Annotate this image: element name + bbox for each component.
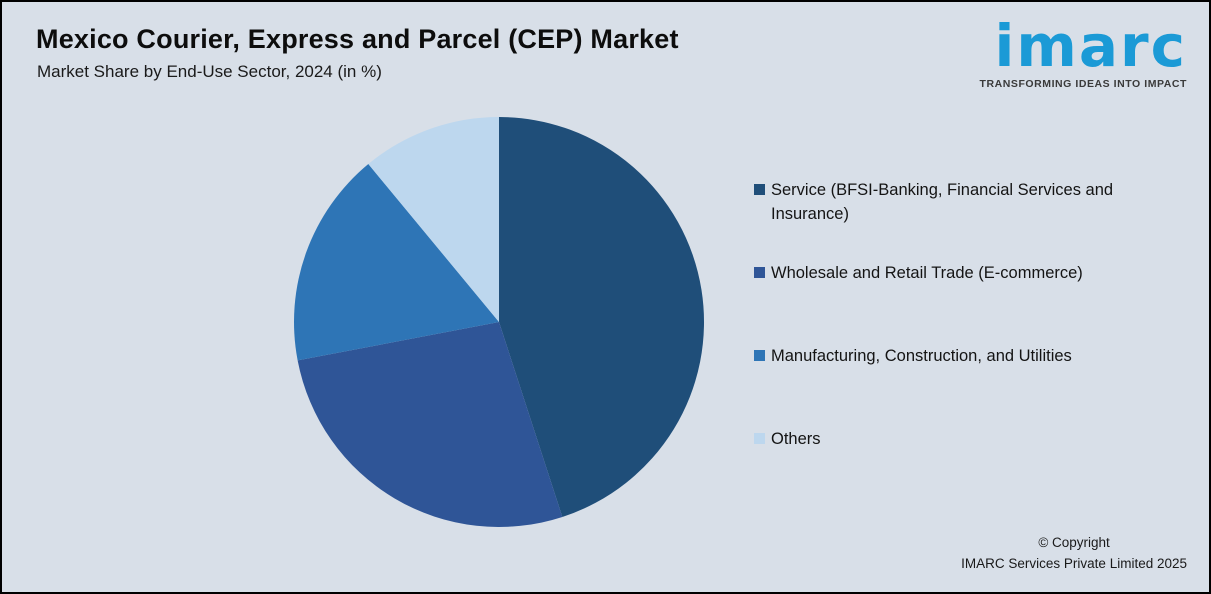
legend-label: Manufacturing, Construction, and Utiliti…: [771, 347, 1072, 365]
pie-chart: [293, 117, 705, 528]
copyright-line2: IMARC Services Private Limited 2025: [961, 556, 1187, 571]
pie-slice-2: [293, 164, 499, 361]
legend-item-1: Wholesale and Retail Trade (E-commerce): [754, 261, 1083, 285]
pie-chart-container: [289, 112, 709, 532]
copyright-notice: © Copyright IMARC Services Private Limit…: [961, 532, 1187, 574]
legend-marker-icon: [754, 433, 765, 444]
imarc-logo: imarc: [994, 12, 1187, 80]
legend-label: Service (BFSI-Banking, Financial Service…: [771, 181, 1114, 223]
legend-label: Wholesale and Retail Trade (E-commerce): [771, 264, 1083, 282]
page-subtitle: Market Share by End-Use Sector, 2024 (in…: [37, 62, 382, 81]
pie-slice-3: [368, 117, 499, 322]
logo-tagline: TRANSFORMING IDEAS INTO IMPACT: [979, 78, 1187, 90]
pie-slice-1: [297, 322, 563, 528]
legend-marker-icon: [754, 350, 765, 361]
legend-label: Others: [771, 430, 821, 448]
brand-logo: imarc TRANSFORMING IDEAS INTO IMPACT: [947, 16, 1187, 90]
legend-marker-icon: [754, 267, 765, 278]
copyright-line1: © Copyright: [1038, 535, 1110, 550]
legend-item-0: Service (BFSI-Banking, Financial Service…: [754, 178, 1156, 226]
pie-slice-0: [499, 117, 705, 517]
page-title: Mexico Courier, Express and Parcel (CEP)…: [36, 24, 679, 54]
legend-item-2: Manufacturing, Construction, and Utiliti…: [754, 344, 1072, 368]
legend-item-3: Others: [754, 427, 821, 451]
legend-marker-icon: [754, 184, 765, 195]
